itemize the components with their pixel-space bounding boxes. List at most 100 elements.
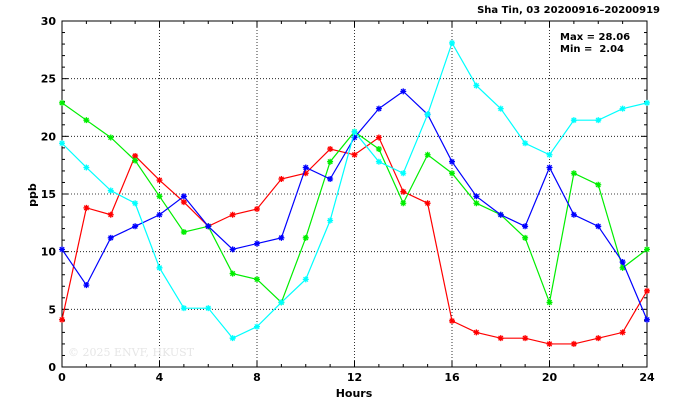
data-point: [570, 211, 577, 218]
data-point: [229, 246, 236, 253]
data-point: [351, 134, 358, 141]
data-point: [497, 335, 504, 342]
data-point: [400, 188, 407, 195]
data-point: [351, 128, 358, 135]
data-point: [449, 317, 455, 324]
min-label: Min = 2.04: [560, 44, 624, 55]
y-tick-label: 20: [41, 130, 57, 143]
watermark: © 2025 ENVF, HKUST: [68, 346, 195, 359]
y-tick-label: 0: [48, 361, 56, 374]
data-point: [497, 211, 504, 218]
y-tick-label: 10: [41, 246, 57, 259]
data-point: [473, 193, 480, 200]
data-point: [278, 299, 285, 306]
data-point: [424, 151, 431, 158]
data-point: [473, 329, 480, 336]
data-point: [132, 223, 139, 230]
data-point: [375, 134, 382, 141]
data-point: [180, 193, 187, 200]
x-tick-label: 24: [639, 371, 655, 384]
data-point: [156, 264, 163, 271]
data-point: [546, 164, 553, 171]
data-point: [595, 335, 602, 342]
data-point: [254, 276, 260, 283]
data-point: [205, 223, 212, 230]
x-tick-label: 12: [347, 371, 362, 384]
max-label: Max = 28.06: [560, 32, 630, 43]
data-point: [473, 200, 480, 207]
data-point: [424, 111, 431, 118]
data-point: [619, 105, 626, 112]
data-point: [570, 340, 577, 347]
data-point: [278, 234, 285, 241]
data-point: [449, 170, 455, 177]
data-point: [83, 117, 90, 124]
data-point: [59, 99, 65, 106]
data-point: [132, 152, 139, 159]
data-point: [107, 234, 114, 241]
data-point: [327, 217, 334, 224]
data-point: [254, 240, 260, 247]
data-point: [644, 287, 650, 294]
data-point: [107, 187, 114, 194]
data-point: [619, 329, 626, 336]
data-point: [254, 205, 260, 212]
data-point: [424, 200, 431, 207]
data-point: [180, 229, 187, 236]
data-point: [59, 316, 65, 323]
data-point: [473, 82, 480, 89]
data-point: [83, 204, 90, 211]
plot-area: 0 4 8 12 16 20 24 0 5 10 15 20 25 30: [41, 15, 655, 384]
data-point: [570, 117, 577, 124]
data-point: [132, 200, 139, 207]
data-point: [619, 264, 626, 271]
data-point: [229, 335, 236, 342]
data-point: [644, 316, 650, 323]
data-point: [522, 335, 529, 342]
data-point: [449, 39, 455, 46]
data-point: [229, 270, 236, 277]
y-axis-label: ppb: [26, 183, 39, 207]
data-point: [497, 105, 504, 112]
x-tick-label: 20: [542, 371, 558, 384]
data-point: [302, 164, 309, 171]
data-point: [570, 170, 577, 177]
data-point: [180, 199, 187, 206]
data-point: [302, 276, 309, 283]
chart-title: Sha Tin, 03 20200916–20200919: [477, 5, 660, 16]
data-point: [595, 181, 602, 188]
data-point: [327, 146, 334, 153]
data-point: [400, 170, 407, 177]
data-point: [546, 340, 553, 347]
data-point: [327, 176, 334, 183]
y-tick-label: 15: [41, 188, 56, 201]
data-point: [327, 158, 334, 165]
data-point: [375, 158, 382, 165]
x-tick-label: 4: [156, 371, 164, 384]
data-point: [375, 105, 382, 112]
data-point: [156, 177, 163, 184]
data-point: [107, 211, 114, 218]
data-point: [156, 193, 163, 200]
data-point: [278, 176, 285, 183]
data-point: [619, 259, 626, 266]
data-point: [522, 140, 529, 147]
data-point: [180, 305, 187, 312]
y-tick-label: 5: [48, 303, 56, 316]
data-point: [83, 164, 90, 171]
data-point: [302, 170, 309, 177]
data-point: [132, 157, 139, 164]
data-point: [522, 234, 529, 241]
data-point: [107, 134, 114, 141]
y-tick-label: 25: [41, 73, 56, 86]
data-point: [229, 211, 236, 218]
data-point: [595, 223, 602, 230]
data-point: [546, 151, 553, 158]
data-point: [83, 282, 90, 289]
data-point: [644, 246, 650, 253]
data-point: [254, 323, 260, 330]
x-axis-label: Hours: [336, 387, 373, 400]
data-point: [546, 299, 553, 306]
data-point: [375, 146, 382, 153]
